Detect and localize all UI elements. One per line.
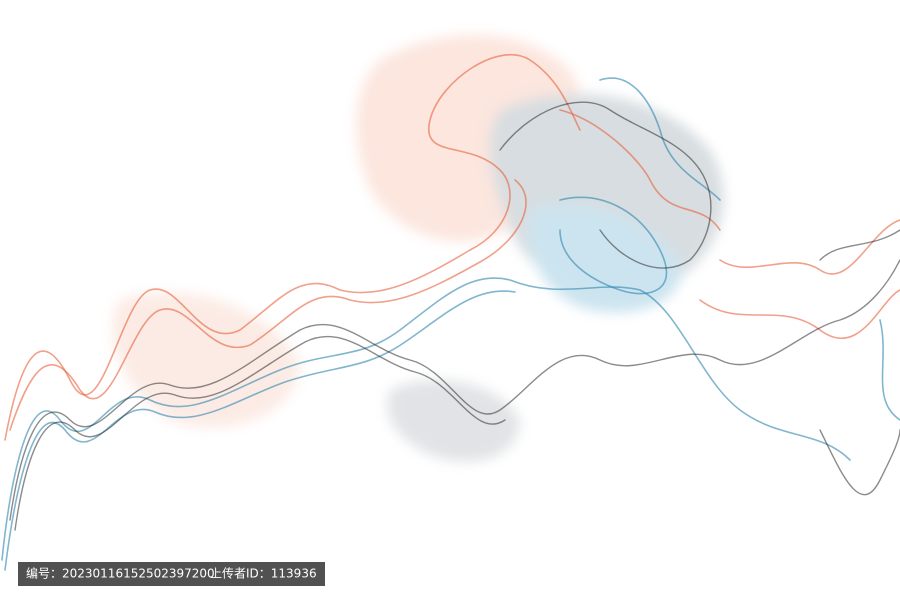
gray-lines	[9, 101, 900, 531]
watermark-uploader: 上传者ID：113936	[210, 566, 317, 581]
blue-wash	[528, 203, 682, 313]
flow-stroke	[9, 259, 900, 521]
flow-stroke	[819, 429, 900, 496]
blue-lines	[1, 77, 900, 571]
flow-stroke	[599, 77, 721, 201]
flow-lines	[1, 54, 900, 571]
flow-stroke	[819, 229, 900, 261]
watermark-bar	[18, 562, 325, 586]
flow-stroke	[14, 335, 506, 531]
flow-stroke	[1, 277, 851, 561]
flow-stroke	[559, 109, 721, 231]
flow-stroke	[4, 54, 581, 441]
flow-stroke	[559, 196, 668, 295]
flow-stroke	[879, 319, 900, 421]
flow-stroke	[719, 219, 900, 275]
flow-stroke	[499, 101, 712, 269]
flow-stroke	[699, 289, 900, 339]
orange-lines	[4, 54, 900, 441]
gray-wash-low	[387, 380, 520, 462]
watermark-id: 编号：20230116152502397200	[26, 566, 215, 581]
flow-stroke	[4, 290, 516, 571]
flow-stroke	[9, 179, 527, 431]
